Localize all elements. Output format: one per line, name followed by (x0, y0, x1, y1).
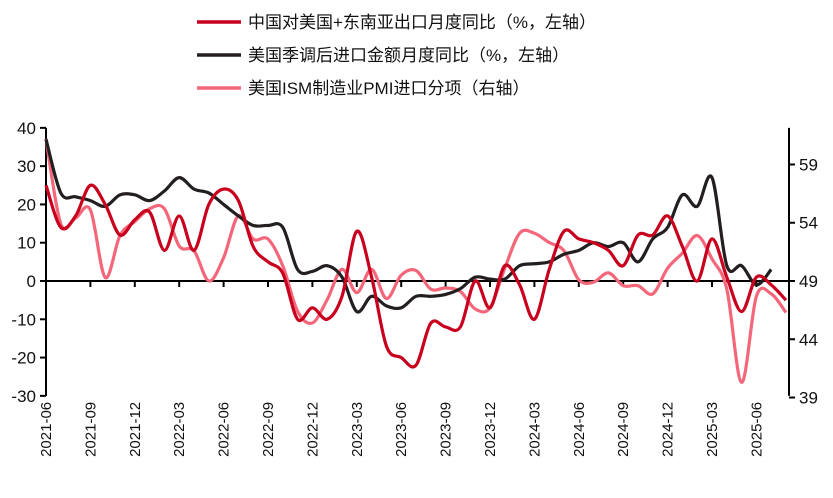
x-tick-label: 2023-03 (349, 402, 366, 457)
left-tick-label: -10 (11, 310, 36, 329)
x-tick-label: 2022-12 (304, 402, 321, 457)
right-tick-label: 49 (799, 272, 818, 291)
left-tick-label: 10 (17, 234, 36, 253)
left-tick-label: 20 (17, 195, 36, 214)
left-tick-label: -30 (11, 387, 36, 406)
x-tick-label: 2024-12 (660, 402, 677, 457)
legend-label-0: 中国对美国+东南亚出口月度同比（%，左轴） (248, 13, 596, 32)
right-tick-label: 54 (799, 214, 818, 233)
left-tick-label: 30 (17, 157, 36, 176)
series-lines (44, 138, 788, 384)
series-line-2 (44, 138, 788, 384)
right-tick-label: 39 (799, 389, 818, 408)
x-tick-label: 2021-06 (38, 402, 55, 457)
series-line-1 (44, 138, 773, 314)
legend: 中国对美国+东南亚出口月度同比（%，左轴） 美国季调后进口金额月度同比（%，左轴）… (197, 13, 596, 98)
x-tick-label: 2025-03 (704, 402, 721, 457)
axes: 40 30 20 10 0 -10 -20 -30 59 54 49 44 39 2021-06 2021-… (11, 119, 818, 457)
series-line-0 (44, 183, 788, 369)
x-tick-label: 2024-06 (571, 402, 588, 457)
x-tick-label: 2023-06 (393, 402, 410, 457)
x-tick-label: 2021-12 (127, 402, 144, 457)
left-tick-label: 40 (17, 119, 36, 138)
left-tick-label: 0 (27, 272, 36, 291)
x-tick-label: 2023-09 (438, 402, 455, 457)
right-tick-label: 59 (799, 155, 818, 174)
left-tick-label: -20 (11, 349, 36, 368)
x-tick-label: 2023-12 (482, 402, 499, 457)
x-tick-label: 2025-06 (748, 402, 765, 457)
x-tick-label: 2024-03 (526, 402, 543, 457)
x-tick-label: 2022-09 (260, 402, 277, 457)
x-tick-label: 2022-03 (171, 402, 188, 457)
legend-label-2: 美国ISM制造业PMI进口分项（右轴） (248, 79, 529, 98)
x-tick-label: 2022-06 (216, 402, 233, 457)
x-tick-label: 2021-09 (82, 402, 99, 457)
right-tick-label: 44 (799, 330, 818, 349)
legend-label-1: 美国季调后进口金额月度同比（%，左轴） (248, 46, 569, 65)
x-tick-label: 2024-09 (615, 402, 632, 457)
